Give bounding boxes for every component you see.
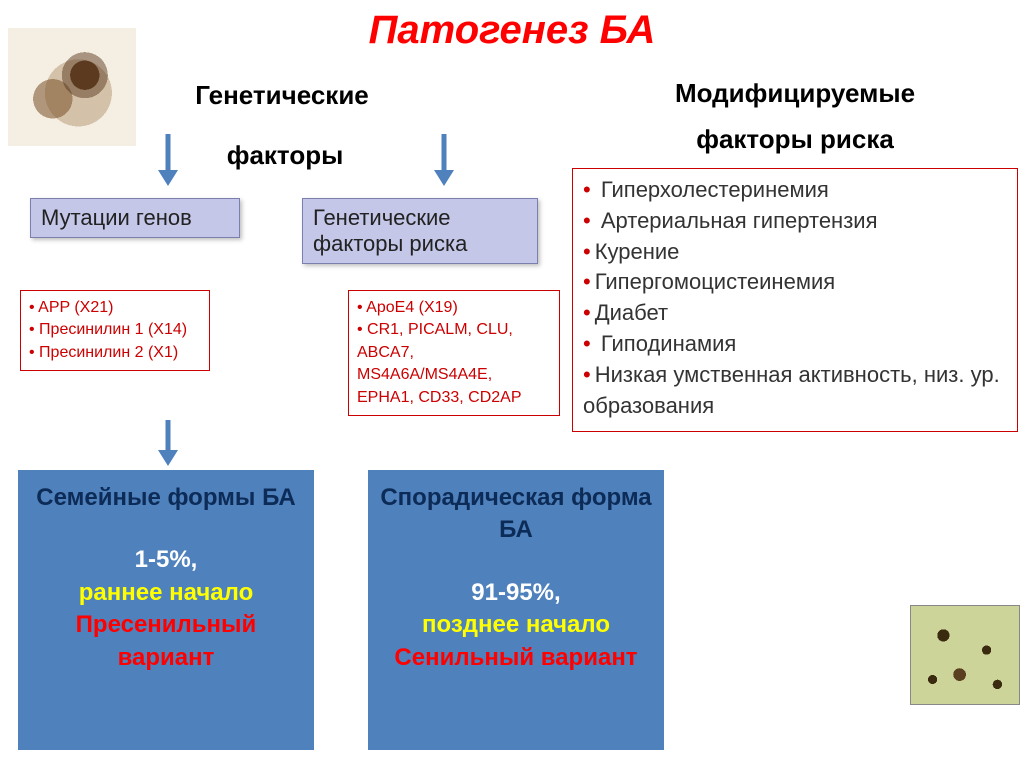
gene-risk-list: ApoE4 (Х19) CR1, PICALM, CLU, ABCA7, MS4… — [348, 290, 560, 416]
gene-mutation-item: APP (Х21) — [29, 297, 201, 319]
modifiable-risks-box: • Гиперхолестеринемия • Артериальная гип… — [572, 168, 1018, 432]
gene-risk-item: ApoE4 (Х19) — [357, 297, 551, 319]
sporadic-onset: позднее начало — [376, 609, 656, 641]
box-grf-line1: Генетические — [313, 205, 451, 230]
risk-item: •Курение — [583, 237, 1007, 268]
gene-risk-item: CR1, PICALM, CLU, ABCA7, MS4A6A/MS4A4E, … — [357, 319, 551, 409]
sporadic-title: Спорадическая форма БА — [376, 482, 656, 547]
familial-form-box: Семейные формы БА 1-5%, раннее начало Пр… — [18, 470, 314, 750]
familial-variant: Пресенильный вариант — [26, 609, 306, 674]
risk-item: •Низкая умственная активность, низ. ур. … — [583, 360, 1007, 422]
risk-item: • Гиперхолестеринемия — [583, 175, 1007, 206]
heading-genetic: Генетические — [112, 80, 452, 111]
gene-mutation-item: Пресинилин 1 (Х14) — [29, 319, 201, 341]
risk-item: • Артериальная гипертензия — [583, 206, 1007, 237]
heading-modifiable-2: факторы риска — [575, 124, 1015, 155]
microscopy-image-2 — [910, 605, 1020, 705]
heading-modifiable-1: Модифицируемые — [575, 78, 1015, 109]
gene-mutation-item: Пресинилин 2 (Х1) — [29, 342, 201, 364]
familial-title: Семейные формы БА — [26, 482, 306, 514]
sporadic-form-box: Спорадическая форма БА 91-95%, позднее н… — [368, 470, 664, 750]
familial-pct: 1-5%, — [26, 544, 306, 576]
sporadic-pct: 91-95%, — [376, 577, 656, 609]
risk-item: •Диабет — [583, 298, 1007, 329]
risk-item: • Гиподинамия — [583, 329, 1007, 360]
heading-factors: факторы — [145, 140, 425, 171]
sporadic-variant: Сенильный вариант — [376, 642, 656, 674]
box-mutations: Мутации генов — [30, 198, 240, 238]
box-genetic-risk-factors: Генетические факторы риска — [302, 198, 538, 264]
familial-onset: раннее начало — [26, 577, 306, 609]
risk-item: •Гипергомоцистеинемия — [583, 267, 1007, 298]
gene-mutations-list: APP (Х21) Пресинилин 1 (Х14) Пресинилин … — [20, 290, 210, 371]
box-grf-line2: факторы риска — [313, 231, 467, 256]
slide-title: Патогенез БА — [0, 0, 1024, 53]
